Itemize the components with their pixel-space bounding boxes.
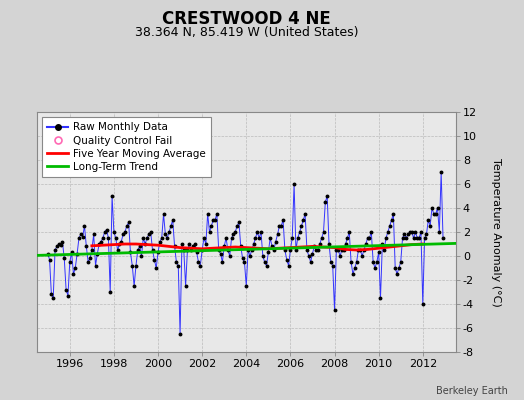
Y-axis label: Temperature Anomaly (°C): Temperature Anomaly (°C) [491,158,501,306]
Text: Berkeley Earth: Berkeley Earth [436,386,508,396]
Legend: Raw Monthly Data, Quality Control Fail, Five Year Moving Average, Long-Term Tren: Raw Monthly Data, Quality Control Fail, … [42,117,211,177]
Text: 38.364 N, 85.419 W (United States): 38.364 N, 85.419 W (United States) [135,26,358,39]
Text: CRESTWOOD 4 NE: CRESTWOOD 4 NE [162,10,331,28]
